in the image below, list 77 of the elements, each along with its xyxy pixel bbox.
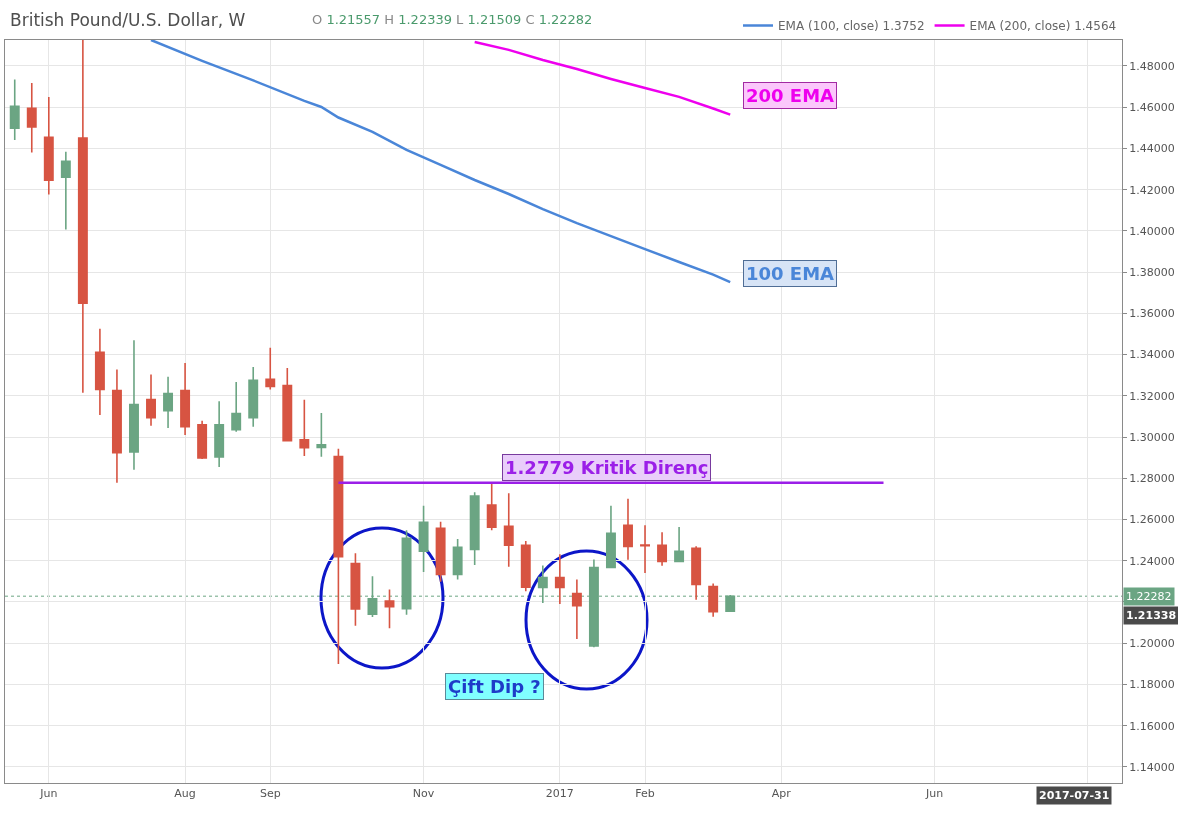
y-tick-label: 1.42000 — [1129, 183, 1175, 197]
candlestick — [691, 545, 702, 601]
y-tick-label: 1.24000 — [1129, 554, 1175, 568]
candlestick — [503, 492, 514, 568]
candlestick — [554, 553, 565, 605]
line-series — [149, 40, 732, 284]
candlestick — [146, 373, 156, 427]
candlestick — [9, 78, 20, 141]
candlestick — [725, 594, 736, 613]
candlestick — [265, 347, 276, 391]
candlestick — [435, 521, 446, 583]
y-tick-label: 1.14000 — [1129, 760, 1175, 774]
candlestick — [214, 400, 225, 468]
annotation: 100 EMA — [746, 263, 835, 284]
y-tick-label: 1.28000 — [1129, 472, 1175, 486]
x-tick-label: 2017 — [545, 787, 574, 801]
candlestick — [452, 538, 463, 581]
x-tick-label: Apr — [771, 787, 792, 801]
legend-label: EMA (100, close) 1.3752 — [778, 19, 925, 34]
legend-label: EMA (200, close) 1.4564 — [969, 19, 1117, 34]
text: 2017-07-31 — [1039, 789, 1110, 802]
candlestick — [605, 504, 616, 569]
candlestick — [180, 362, 191, 436]
candlestick — [674, 526, 685, 563]
candlestick — [282, 367, 293, 442]
candlestick — [316, 412, 327, 458]
candlestick — [111, 368, 122, 484]
y-tick-label: 1.20000 — [1129, 637, 1175, 651]
candlestick — [418, 504, 429, 573]
chart-title: British Pound/U.S. Dollar, W — [10, 9, 246, 30]
candlestick — [248, 366, 259, 428]
candlestick — [26, 82, 37, 154]
y-tick-label: 1.48000 — [1129, 59, 1175, 73]
candlestick — [623, 497, 633, 561]
candlestick — [60, 150, 71, 231]
candlestick — [163, 375, 174, 429]
y-tick-label: 1.32000 — [1129, 389, 1175, 403]
candlestick — [640, 524, 650, 574]
y-tick-label: 1.46000 — [1129, 101, 1175, 115]
y-tick-label: 1.26000 — [1129, 513, 1175, 527]
text: 1.21338 — [1126, 609, 1177, 622]
x-tick-label: Aug — [174, 787, 196, 801]
chart-subtitle: O 1.21557 H 1.22339 L 1.21509 C 1.22282 — [312, 12, 593, 27]
candlestick — [94, 328, 105, 416]
candlestick — [129, 339, 139, 471]
x-tick-label: Jun — [39, 787, 58, 801]
candlestick — [333, 448, 344, 665]
candlestick — [657, 531, 668, 567]
x-tick-label: Feb — [635, 787, 655, 801]
candlestick — [469, 491, 480, 566]
candlestick — [197, 419, 208, 460]
y-tick-label: 1.30000 — [1129, 430, 1175, 444]
candlestick — [708, 582, 719, 618]
x-tick-label: Nov — [412, 787, 435, 801]
y-tick-label: 1.34000 — [1129, 348, 1175, 362]
candlestick — [571, 578, 582, 640]
candlestick — [231, 381, 242, 433]
candlestick — [486, 482, 497, 532]
y-tick-label: 1.38000 — [1129, 265, 1175, 279]
y-tick-label: 1.44000 — [1129, 142, 1175, 156]
y-tick-label: 1.36000 — [1129, 307, 1175, 321]
candlestick — [384, 588, 395, 629]
ref-line-label: 1.22282 — [1126, 590, 1172, 603]
candlestick — [43, 96, 54, 196]
y-tick-label: 1.16000 — [1129, 719, 1175, 733]
y-tick-label: 1.40000 — [1129, 224, 1175, 238]
candlestick — [77, 40, 88, 394]
candlestick — [520, 540, 531, 593]
y-tick-label: 1.18000 — [1129, 678, 1175, 692]
annotation: Çift Dip ? — [448, 676, 541, 697]
annotation: 200 EMA — [746, 85, 835, 106]
annotation: 1.2779 Kritik Direnç — [505, 457, 709, 478]
x-tick-label: Jun — [925, 787, 944, 801]
x-tick-label: Sep — [259, 787, 281, 801]
candlestick — [299, 398, 310, 457]
line-series — [473, 40, 732, 116]
candlestick — [350, 552, 361, 627]
